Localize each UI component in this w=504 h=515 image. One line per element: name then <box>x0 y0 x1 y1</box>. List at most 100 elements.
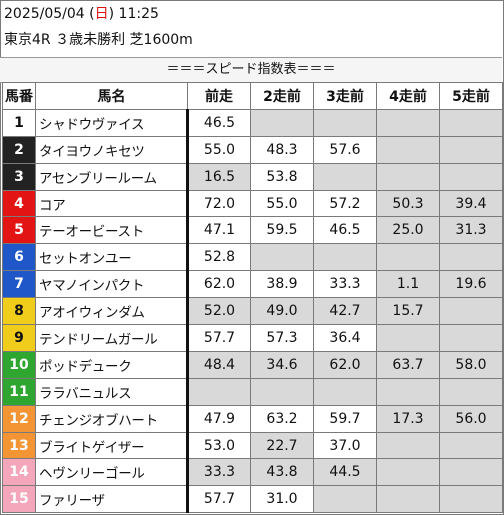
speed-index-cell <box>313 108 377 137</box>
speed-index-cell: 31.0 <box>250 485 314 514</box>
col-header-3-ago: 3走前 <box>313 82 377 110</box>
speed-index-cell: 33.3 <box>187 458 251 487</box>
speed-index-cell: 16.5 <box>187 162 251 191</box>
horse-name: テーオービースト <box>35 216 189 245</box>
speed-index-cell <box>313 243 377 272</box>
speed-index-cell: 57.7 <box>187 324 251 352</box>
speed-index-cell <box>439 297 503 326</box>
table-row: 1 シャドウヴァイス 46.5 <box>2 108 503 137</box>
speed-index-cell <box>376 108 440 137</box>
horse-number: 3 <box>2 162 36 191</box>
speed-index-cell: 15.7 <box>376 297 440 326</box>
speed-index-table: 馬番 馬名 前走 2走前 3走前 4走前 5走前 1 シャドウヴァイス 46.5 2 タ… <box>2 82 503 514</box>
col-header-number: 馬番 <box>2 82 36 110</box>
speed-index-cell: 62.0 <box>313 350 377 379</box>
speed-index-cell <box>250 377 314 406</box>
horse-number: 2 <box>2 135 36 164</box>
dow-open: ( <box>84 6 95 22</box>
speed-index-cell <box>313 377 377 406</box>
speed-index-cell: 33.3 <box>313 270 377 299</box>
col-header-4-ago: 4走前 <box>376 82 440 110</box>
race-time: 11:25 <box>118 6 159 22</box>
speed-index-cell: 58.0 <box>439 350 503 379</box>
horse-name: ブライトゲイザー <box>35 431 189 460</box>
speed-index-cell: 17.3 <box>376 404 440 433</box>
section-title: ＝＝＝スピード指数表＝＝＝ <box>0 57 502 83</box>
horse-number: 15 <box>2 485 36 514</box>
horse-name: ヘヴンリーゴール <box>35 458 189 487</box>
col-header-name: 馬名 <box>35 82 188 110</box>
speed-index-cell <box>376 135 440 164</box>
speed-index-cell <box>439 458 503 487</box>
horse-name: セットオンユー <box>35 243 189 272</box>
speed-index-cell: 57.6 <box>313 135 377 164</box>
speed-index-cell: 42.7 <box>313 297 377 326</box>
speed-index-cell: 47.9 <box>187 404 251 433</box>
speed-index-cell <box>376 243 440 272</box>
table-row: 4 コア 72.0 55.0 57.2 50.3 39.4 <box>2 189 503 218</box>
speed-index-cell: 56.0 <box>439 404 503 433</box>
speed-index-cell <box>439 243 503 272</box>
speed-index-cell <box>187 377 251 406</box>
speed-index-cell: 57.3 <box>250 324 314 352</box>
speed-index-cell: 59.7 <box>313 404 377 433</box>
speed-index-cell: 43.8 <box>250 458 314 487</box>
horse-number: 14 <box>2 458 36 487</box>
speed-index-cell <box>439 377 503 406</box>
speed-index-cell: 62.0 <box>187 270 251 299</box>
speed-index-cell <box>376 485 440 514</box>
speed-index-cell: 52.0 <box>187 297 251 326</box>
table-row: 7 ヤマノインパクト 62.0 38.9 33.3 1.1 19.6 <box>2 270 503 299</box>
race-info: 東京4R ３歳未勝利 芝1600m <box>4 32 193 48</box>
speed-index-cell <box>439 135 503 164</box>
speed-index-cell <box>439 324 503 352</box>
horse-number: 12 <box>2 404 36 433</box>
speed-index-cell: 59.5 <box>250 216 314 245</box>
speed-index-cell <box>376 458 440 487</box>
horse-name: シャドウヴァイス <box>35 108 189 137</box>
horse-name: ポッドデューク <box>35 350 189 379</box>
speed-index-cell <box>376 431 440 460</box>
horse-name: アオイウィンダム <box>35 297 189 326</box>
speed-index-cell <box>376 377 440 406</box>
horse-number: 9 <box>2 324 36 352</box>
day-of-week: 日 <box>94 6 109 22</box>
horse-name: ララバニュルス <box>35 377 189 406</box>
race-datetime: 2025/05/04 (日) 11:25 <box>4 4 159 24</box>
speed-index-cell: 1.1 <box>376 270 440 299</box>
speed-index-cell: 50.3 <box>376 189 440 218</box>
speed-index-cell <box>376 162 440 191</box>
speed-index-cell: 38.9 <box>250 270 314 299</box>
speed-index-cell: 57.7 <box>187 485 251 514</box>
speed-index-cell: 31.3 <box>439 216 503 245</box>
speed-index-cell <box>313 162 377 191</box>
horse-name: アセンブリールーム <box>35 162 189 191</box>
table-row: 13 ブライトゲイザー 53.0 22.7 37.0 <box>2 431 503 460</box>
horse-number: 6 <box>2 243 36 272</box>
table-row: 6 セットオンユー 52.8 <box>2 243 503 272</box>
speed-index-cell: 19.6 <box>439 270 503 299</box>
horse-number: 13 <box>2 431 36 460</box>
horse-number: 5 <box>2 216 36 245</box>
horse-number: 8 <box>2 297 36 326</box>
speed-index-cell: 48.3 <box>250 135 314 164</box>
horse-number: 7 <box>2 270 36 299</box>
horse-number: 11 <box>2 377 36 406</box>
speed-index-cell: 63.2 <box>250 404 314 433</box>
table-row: 3 アセンブリールーム 16.5 53.8 <box>2 162 503 191</box>
speed-index-cell: 55.0 <box>250 189 314 218</box>
speed-index-cell: 47.1 <box>187 216 251 245</box>
horse-name: ファリーザ <box>35 485 189 514</box>
header-row: 馬番 馬名 前走 2走前 3走前 4走前 5走前 <box>2 82 503 110</box>
speed-index-cell: 49.0 <box>250 297 314 326</box>
speed-index-cell: 48.4 <box>187 350 251 379</box>
table-row: 15 ファリーザ 57.7 31.0 <box>2 485 503 514</box>
speed-index-cell <box>439 108 503 137</box>
col-header-5-ago: 5走前 <box>439 82 503 110</box>
speed-index-cell: 46.5 <box>187 108 251 137</box>
speed-index-cell: 37.0 <box>313 431 377 460</box>
speed-index-cell: 22.7 <box>250 431 314 460</box>
table-row: 10 ポッドデューク 48.4 34.6 62.0 63.7 58.0 <box>2 350 503 379</box>
speed-index-cell: 36.4 <box>313 324 377 352</box>
speed-index-cell: 44.5 <box>313 458 377 487</box>
